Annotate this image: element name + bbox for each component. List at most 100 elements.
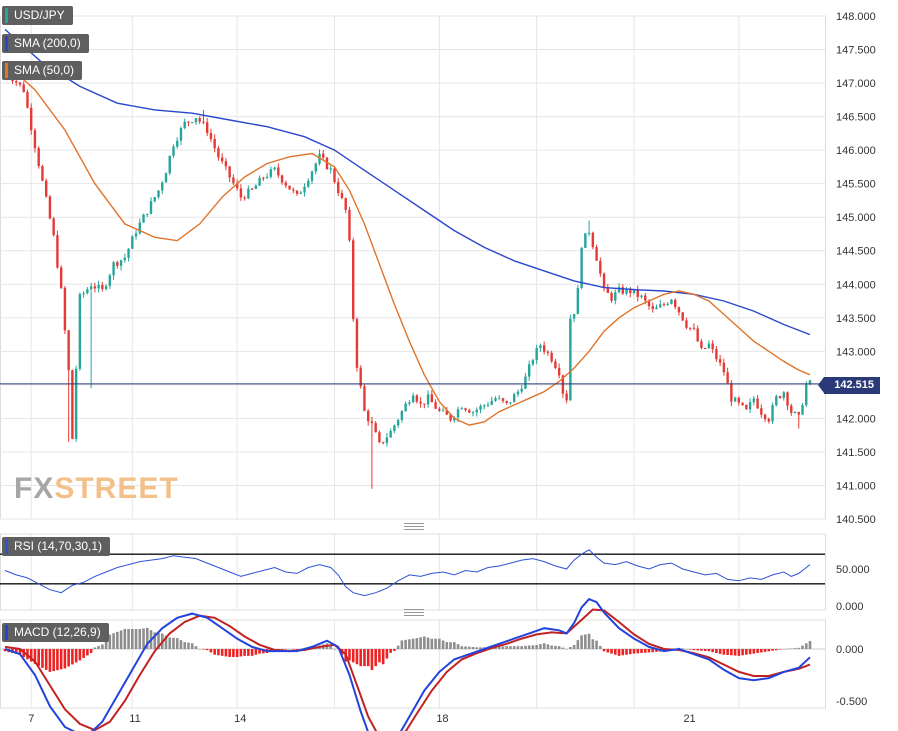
macd-tag[interactable]: MACD (12,26,9): [2, 623, 109, 642]
candle-body: [479, 405, 482, 410]
candle-body: [82, 293, 85, 295]
candle-body: [127, 248, 130, 258]
macd-histogram-bar: [127, 628, 130, 649]
rsi-tag[interactable]: RSI (14,70,30,1): [2, 537, 111, 556]
macd-histogram-bar: [456, 644, 460, 649]
macd-histogram-bar: [643, 649, 647, 653]
rsi-resize-handle[interactable]: [404, 523, 424, 530]
macd-histogram-bar: [516, 646, 520, 649]
macd-histogram-bar: [116, 631, 119, 649]
macd-label: MACD (12,26,9): [14, 625, 101, 639]
candle-body: [509, 402, 512, 404]
macd-histogram-bar: [576, 640, 580, 649]
candle-body: [415, 395, 419, 402]
candle-body: [404, 403, 407, 412]
macd-histogram-bar: [381, 649, 385, 665]
candle-body: [715, 349, 718, 360]
candle-body: [483, 405, 486, 407]
candle-body: [490, 400, 493, 405]
candle-body: [355, 319, 359, 368]
candle-body: [498, 398, 501, 400]
macd-histogram-bar: [355, 649, 359, 665]
macd-histogram-bar: [366, 649, 370, 667]
macd-histogram-bar: [408, 639, 411, 649]
sma200-tag[interactable]: SMA (200,0): [2, 34, 89, 53]
candle-body: [277, 167, 280, 176]
y-tick-label: 146.500: [836, 112, 876, 124]
macd-histogram-bar: [97, 645, 100, 649]
macd-histogram-bar: [535, 644, 538, 649]
candle-body: [546, 351, 550, 353]
macd-histogram-bar: [733, 649, 737, 656]
candle-body: [146, 213, 149, 215]
macd-histogram-bar: [497, 646, 501, 649]
macd-histogram-bar: [183, 642, 187, 649]
candle-body: [307, 180, 310, 187]
candle-body: [329, 168, 332, 170]
macd-histogram-bar: [460, 646, 464, 649]
y-tick-label: 142.000: [836, 413, 876, 425]
macd-histogram-bar: [580, 635, 583, 649]
candle-body: [793, 412, 797, 414]
macd-histogram-bar: [295, 649, 299, 650]
macd-histogram-bar: [752, 649, 756, 654]
x-tick-label: 18: [436, 713, 448, 725]
macd-histogram-bar: [142, 628, 145, 649]
candle-body: [378, 432, 381, 443]
macd-histogram-bar: [441, 640, 445, 649]
candle-body: [674, 299, 677, 308]
candle-body: [161, 182, 164, 191]
macd-histogram-bar: [804, 643, 808, 649]
candle-body: [681, 312, 684, 321]
macd-histogram-bar: [520, 646, 523, 649]
candle-body: [587, 232, 591, 234]
macd-histogram-bar: [685, 649, 688, 650]
macd-histogram-bar: [430, 638, 434, 649]
macd-histogram-bar: [385, 649, 389, 659]
candle-body: [513, 394, 516, 403]
candle-body: [202, 121, 205, 123]
sma50-swatch-icon: [5, 63, 8, 78]
candle-body: [423, 403, 426, 405]
candle-body: [763, 414, 767, 420]
macd-histogram-bar: [359, 649, 362, 667]
candle-body: [123, 257, 127, 261]
macd-histogram-bar: [333, 649, 336, 650]
macd-histogram-bar: [89, 649, 93, 654]
macd-histogram-bar: [232, 649, 235, 658]
candle-body: [434, 402, 437, 409]
candle-body: [733, 397, 737, 402]
x-tick-label: 7: [28, 713, 34, 725]
macd-histogram-bar: [112, 633, 115, 649]
sma200-swatch-icon: [5, 36, 8, 51]
candle-body: [112, 262, 115, 276]
macd-histogram-bar: [41, 649, 44, 668]
candle-body: [52, 218, 55, 236]
candle-body: [138, 222, 141, 234]
macd-histogram-bar: [299, 648, 303, 650]
candle-body: [651, 306, 654, 310]
macd-histogram-bar: [748, 649, 752, 655]
candle-body: [662, 304, 666, 306]
candle-body: [93, 286, 97, 289]
candle-body: [333, 168, 336, 183]
macd-resize-handle[interactable]: [404, 609, 424, 616]
symbol-tag[interactable]: USD/JPY: [2, 6, 73, 25]
candle-body: [322, 153, 325, 158]
symbol-swatch-icon: [5, 8, 8, 23]
candle-body: [688, 327, 692, 329]
sma50-tag[interactable]: SMA (50,0): [2, 61, 83, 80]
macd-histogram-bar: [471, 646, 475, 649]
candle-body: [535, 348, 538, 361]
macd-histogram-bar: [614, 649, 617, 655]
macd-histogram-bar: [539, 644, 542, 649]
macd-histogram-bar: [756, 649, 759, 654]
candle-body: [348, 209, 351, 241]
candle-body: [239, 188, 243, 198]
x-tick-label: 21: [683, 713, 695, 725]
candle-body: [89, 286, 93, 290]
macd-histogram-bar: [209, 649, 213, 653]
rsi-label: RSI (14,70,30,1): [14, 539, 103, 553]
candle-body: [209, 133, 213, 139]
macd-histogram-bar: [445, 642, 449, 649]
